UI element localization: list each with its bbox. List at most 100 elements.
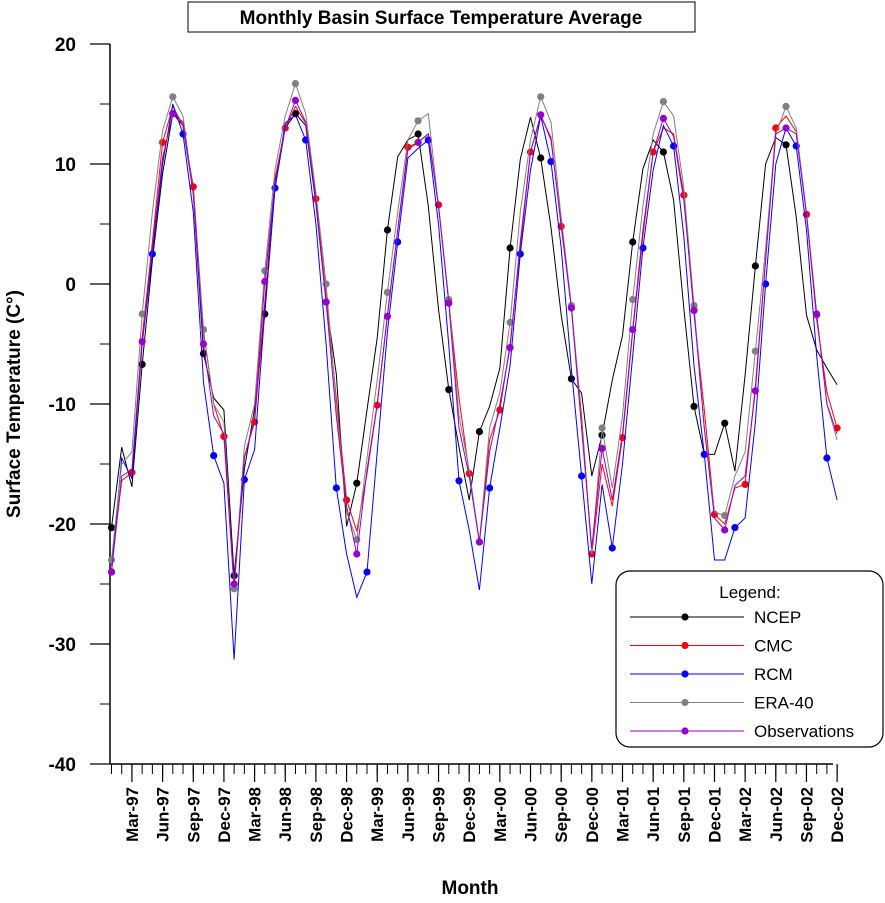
data-point	[537, 93, 545, 101]
legend-entry-label: RCM	[754, 665, 793, 684]
legend-entry-label: Observations	[754, 722, 854, 741]
x-tick-label: Sep-98	[307, 787, 326, 843]
legend-swatch-marker	[681, 727, 689, 735]
data-point	[751, 387, 759, 395]
data-point	[261, 278, 269, 286]
series-ncep	[107, 110, 838, 580]
data-point	[414, 130, 422, 138]
data-point	[424, 136, 432, 144]
data-point	[475, 428, 484, 436]
x-tick-label: Jun-01	[644, 787, 663, 842]
legend-items: NCEP CMC RCM ERA-40 Observations	[630, 608, 854, 741]
data-point	[598, 424, 606, 432]
x-tick-label: Dec-01	[705, 787, 724, 843]
x-tick-label: Jun-02	[767, 787, 786, 842]
data-point	[608, 544, 616, 552]
data-point	[629, 296, 637, 304]
series-line	[111, 103, 838, 660]
series-observations	[107, 96, 838, 588]
x-tick-label: Mar-01	[614, 787, 633, 842]
x-tick-label: Dec-02	[828, 787, 847, 843]
data-point	[475, 538, 484, 546]
y-tick-label: -40	[49, 755, 76, 776]
data-point	[598, 444, 606, 452]
data-point	[690, 402, 698, 410]
data-point	[404, 143, 412, 151]
data-point	[751, 347, 759, 355]
x-tick-label: Mar-99	[368, 787, 387, 842]
data-point	[107, 524, 116, 532]
data-point	[383, 288, 392, 296]
data-point	[721, 511, 729, 520]
data-point	[138, 338, 146, 346]
data-point	[823, 454, 831, 462]
data-point	[813, 310, 821, 318]
data-point	[383, 226, 392, 234]
data-point	[230, 572, 238, 580]
data-point	[169, 93, 177, 101]
data-point	[782, 102, 790, 110]
data-point	[169, 110, 177, 118]
series-line	[111, 112, 838, 576]
data-point	[445, 299, 453, 307]
legend-swatch-marker	[681, 613, 689, 621]
data-point	[486, 484, 494, 492]
legend-title: Legend:	[719, 583, 780, 602]
legend-swatch-marker	[681, 670, 689, 678]
data-point	[332, 484, 340, 492]
y-tick-label: 20	[55, 35, 76, 56]
x-tick-label: Mar-98	[246, 787, 265, 842]
x-tick-label: Jun-98	[276, 787, 295, 842]
data-point	[107, 568, 116, 576]
x-tick-label: Dec-97	[215, 787, 234, 843]
data-point	[414, 117, 422, 125]
data-point	[199, 340, 208, 348]
data-point	[261, 267, 269, 275]
data-point	[721, 419, 729, 427]
x-tick-label: Dec-98	[338, 787, 357, 843]
y-tick-label: 10	[55, 155, 76, 176]
data-point	[751, 262, 759, 270]
data-point	[659, 114, 667, 122]
y-ticks: 20 10 0 -10 -20 -30 -40	[49, 35, 110, 776]
data-point	[731, 524, 739, 532]
legend: Legend: NCEP CMC RCM ERA-40 Observations	[615, 570, 884, 748]
x-tick-label: Sep-01	[675, 787, 694, 843]
data-point	[291, 110, 300, 118]
y-tick-label: -30	[49, 635, 76, 656]
data-point	[629, 238, 637, 246]
data-point	[578, 472, 586, 480]
data-point	[148, 250, 156, 258]
legend-swatch-marker	[681, 698, 689, 707]
x-tick-label: Mar-97	[123, 787, 142, 842]
data-point	[414, 138, 422, 146]
legend-entry-label: CMC	[754, 637, 793, 656]
series-line	[111, 99, 838, 585]
y-tick-label: 0	[65, 275, 76, 296]
data-point	[537, 154, 545, 162]
data-point	[363, 568, 371, 576]
data-point	[700, 450, 708, 458]
data-point	[721, 526, 729, 534]
data-point	[782, 124, 790, 132]
chart-title: Monthly Basin Surface Temperature Averag…	[240, 8, 643, 29]
data-point	[537, 111, 545, 119]
data-point	[455, 477, 463, 485]
data-point	[199, 326, 208, 334]
data-point	[629, 326, 637, 334]
x-tick-label: Dec-99	[460, 787, 479, 843]
data-point	[618, 434, 627, 442]
data-point	[506, 244, 514, 252]
x-tick-label: Sep-97	[184, 787, 203, 843]
data-point	[394, 238, 402, 246]
legend-entry-label: NCEP	[754, 608, 801, 627]
title-box	[187, 1, 696, 33]
x-tick-label: Jun-00	[522, 787, 541, 842]
data-point	[506, 344, 514, 352]
legend-entry-label: ERA-40	[754, 694, 814, 713]
y-tick-label: -20	[49, 515, 76, 536]
y-axis-label: Surface Temperature (C°)	[4, 290, 25, 518]
data-point	[291, 96, 300, 104]
data-point	[567, 375, 576, 383]
